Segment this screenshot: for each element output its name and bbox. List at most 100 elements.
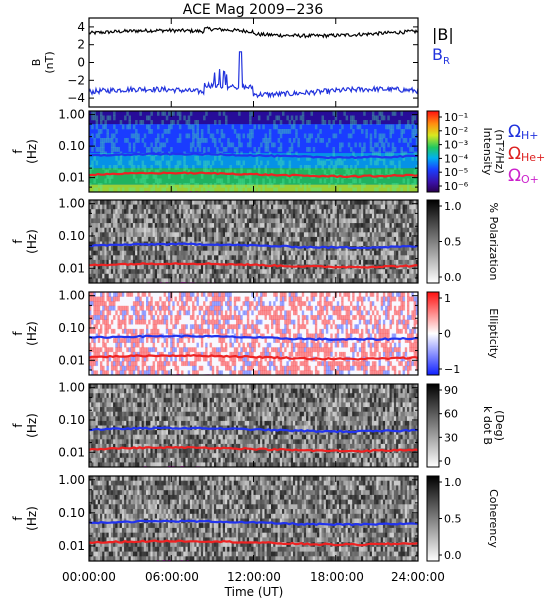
spectrogram-cell <box>122 138 125 143</box>
spectrogram-cell <box>346 134 349 139</box>
spectrogram-cell <box>354 205 357 210</box>
spectrogram-cell <box>291 242 294 247</box>
spectrogram-cell <box>225 125 228 130</box>
spectrogram-cell <box>142 246 145 251</box>
spectrogram-cell <box>346 120 349 125</box>
spectrogram-cell <box>98 161 101 166</box>
spectrogram-cell <box>181 147 184 152</box>
spectrogram-cell <box>390 116 393 121</box>
spectrogram-cell <box>221 134 224 139</box>
spectrogram-cell <box>107 274 110 279</box>
spectrogram-cell <box>317 183 320 188</box>
spectrogram-cell <box>326 223 329 228</box>
spectrogram-cell <box>275 179 278 184</box>
spectrogram-cell <box>194 179 197 184</box>
spectrogram-cell <box>109 246 112 251</box>
spectrogram-cell <box>352 260 355 265</box>
spectrogram-cell <box>357 125 360 130</box>
spectrogram-cell <box>330 269 333 274</box>
spectrogram-cell <box>394 183 397 188</box>
spectrogram-cell <box>153 156 156 161</box>
spectrogram-cell <box>150 218 153 223</box>
spectrogram-cell <box>361 179 364 184</box>
spectrogram-cell <box>280 274 283 279</box>
spectrogram-cell <box>214 165 217 170</box>
spectrogram-cell <box>326 161 329 166</box>
spectrogram-cell <box>409 183 412 188</box>
spectrogram-cell <box>341 228 344 233</box>
spectrogram-cell <box>286 214 289 219</box>
spectrogram-cell <box>319 116 322 121</box>
spectrogram-cell <box>381 138 384 143</box>
spectrogram-cell <box>319 129 322 134</box>
spectrogram-cell <box>124 251 127 256</box>
spectrogram-cell <box>91 223 94 228</box>
spectrogram-cell <box>346 269 349 274</box>
spectrogram-cell <box>124 246 127 251</box>
spectrogram-cell <box>293 120 296 125</box>
spectrogram-cell <box>142 200 145 205</box>
spectrogram-cell <box>113 274 116 279</box>
spectrogram-cell <box>354 143 357 148</box>
spectrogram-cell <box>179 200 182 205</box>
spectrogram-cell <box>348 209 351 214</box>
spectrogram-cell <box>109 125 112 130</box>
spectrogram-cell <box>172 232 175 237</box>
spectrogram-cell <box>188 209 191 214</box>
spectrogram-cell <box>150 120 153 125</box>
spectrogram-cell <box>205 200 208 205</box>
spectrogram-cell <box>300 165 303 170</box>
spectrogram-cell <box>396 134 399 139</box>
spectrogram-cell <box>330 134 333 139</box>
spectrogram-cell <box>159 111 162 116</box>
spectrogram-cell <box>315 242 318 247</box>
spectrogram-cell <box>201 165 204 170</box>
spectrogram-cell <box>315 111 318 116</box>
spectrogram-cell <box>350 218 353 223</box>
spectrogram-cell <box>144 209 147 214</box>
spectrogram-cell <box>159 265 162 270</box>
spectrogram-cell <box>343 147 346 152</box>
spectrogram-cell <box>109 232 112 237</box>
spectrogram-cell <box>172 129 175 134</box>
spectrogram-cell <box>322 214 325 219</box>
spectrogram-cell <box>199 125 202 130</box>
spectrogram-cell <box>133 269 136 274</box>
spectrogram-cell <box>124 209 127 214</box>
spectrogram-cell <box>396 111 399 116</box>
spectrogram-cell <box>115 237 118 242</box>
spectrogram-cell <box>175 228 178 233</box>
spectrogram-cell <box>139 214 142 219</box>
spectrogram-cell <box>221 237 224 242</box>
spectrogram-cell <box>144 246 147 251</box>
spectrogram-cell <box>330 237 333 242</box>
spectrogram-cell <box>111 232 114 237</box>
spectrogram-cell <box>194 232 197 237</box>
spectrogram-cell <box>164 143 167 148</box>
spectrogram-cell <box>370 165 373 170</box>
spectrogram-cell <box>313 134 316 139</box>
spectrogram-cell <box>98 209 101 214</box>
spectrogram-cell <box>372 116 375 121</box>
spectrogram-cell <box>260 237 263 242</box>
spectrogram-cell <box>218 255 221 260</box>
spectrogram-cell <box>247 269 250 274</box>
spectrogram-cell <box>240 223 243 228</box>
spectrogram-cell <box>284 161 287 166</box>
spectrogram-cell <box>348 255 351 260</box>
spectrogram-cell <box>122 223 125 228</box>
spectrogram-cell <box>186 179 189 184</box>
spectrogram-cell <box>102 156 105 161</box>
spectrogram-cell <box>243 183 246 188</box>
spectrogram-cell <box>286 255 289 260</box>
spectrogram-cell <box>96 251 99 256</box>
spectrogram-cell <box>403 120 406 125</box>
spectrogram-cell <box>199 138 202 143</box>
spectrogram-cell <box>265 134 268 139</box>
spectrogram-cell <box>113 209 116 214</box>
spectrogram-cell <box>216 237 219 242</box>
spectrogram-cell <box>144 265 147 270</box>
spectrogram-cell <box>172 205 175 210</box>
spectrogram-cell <box>333 214 336 219</box>
spectrogram-cell <box>194 205 197 210</box>
